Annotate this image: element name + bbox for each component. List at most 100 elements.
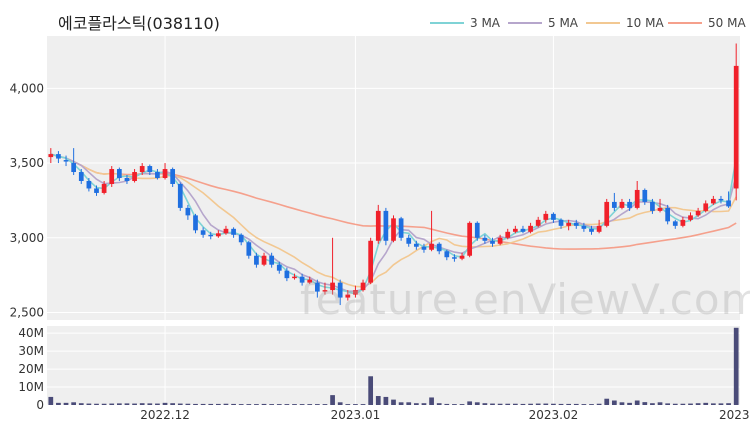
volume-bar — [360, 404, 366, 405]
candle-body — [139, 166, 145, 173]
volume-bar — [337, 402, 343, 405]
volume-bar — [611, 400, 617, 405]
candle-body — [589, 228, 594, 232]
candle-body — [101, 183, 107, 193]
volume-bar — [269, 404, 275, 405]
price-tick-label: 2,500 — [10, 306, 44, 320]
price-tick-label: 4,000 — [10, 81, 44, 95]
volume-bar — [261, 403, 267, 405]
candle-body — [535, 219, 541, 226]
candle-body — [124, 178, 130, 181]
volume-bar — [421, 403, 427, 405]
candle-body — [276, 264, 282, 271]
volume-bar — [383, 396, 389, 405]
volume-bar — [322, 404, 328, 405]
volume-bar — [573, 403, 579, 405]
volume-tick-label: 30M — [18, 344, 44, 358]
candle-body — [238, 234, 244, 243]
legend-item: 3 MA — [430, 16, 500, 30]
candle-body — [581, 225, 587, 229]
volume-bar — [474, 402, 480, 405]
volume-bar — [551, 403, 556, 405]
candle-body — [512, 228, 518, 232]
candle-body — [147, 166, 153, 173]
candle-body — [551, 213, 556, 220]
candle-body — [429, 243, 434, 250]
volume-bar — [589, 404, 594, 405]
legend-label: 3 MA — [470, 16, 501, 30]
candle-body — [604, 201, 610, 226]
volume-bar — [581, 404, 587, 405]
volume-bar — [124, 403, 130, 405]
volume-bar — [231, 403, 236, 405]
volume-bar — [665, 403, 671, 405]
volume-bar — [604, 398, 610, 405]
volume-bar — [238, 404, 244, 405]
legend-item: 10 MA — [586, 16, 664, 30]
volume-bar — [292, 404, 297, 405]
candle-body — [132, 172, 137, 181]
candle-body — [353, 290, 358, 295]
candle-body — [703, 203, 709, 211]
candle-body — [71, 163, 77, 173]
candle-body — [459, 255, 465, 259]
volume-bar — [650, 403, 655, 405]
candle-body — [368, 240, 374, 283]
candle-body — [360, 282, 366, 291]
volume-bar — [215, 403, 221, 405]
candle-body — [596, 225, 602, 232]
candle-body — [193, 215, 198, 231]
watermark: feature.enViewV.com — [300, 275, 750, 324]
candle-body — [314, 282, 320, 292]
price-panel — [47, 36, 740, 320]
candle-body — [505, 231, 511, 238]
candle-body — [421, 246, 427, 250]
legend-swatch — [508, 22, 542, 24]
candle-body — [695, 210, 701, 216]
volume-bar — [710, 403, 716, 405]
candle-body — [254, 255, 259, 265]
volume-panel — [47, 326, 740, 405]
volume-bar — [642, 402, 648, 405]
candle-body — [215, 233, 221, 237]
volume-bar — [680, 403, 686, 405]
volume-bar — [132, 403, 137, 405]
candle-body — [94, 188, 99, 193]
volume-bar — [254, 404, 259, 405]
volume-bar — [543, 403, 549, 405]
candle-body — [718, 198, 724, 201]
volume-bar — [520, 403, 526, 405]
candle-body — [208, 234, 214, 237]
volume-bar — [406, 402, 412, 405]
volume-bar — [528, 403, 533, 405]
candle-body — [162, 169, 168, 178]
volume-bar — [726, 403, 731, 405]
volume-bar — [299, 404, 305, 405]
candle-body — [619, 201, 625, 208]
candle-body — [680, 219, 686, 226]
candle-body — [383, 210, 389, 241]
candle-body — [520, 228, 526, 232]
x-tick-label: 2023.02 — [529, 408, 579, 422]
candle-body — [733, 65, 739, 189]
candle-body — [672, 221, 678, 226]
candle-body — [246, 242, 252, 256]
chart-title: 에코플라스틱(038110) — [58, 14, 220, 33]
candle-body — [398, 218, 404, 238]
volume-bar — [413, 403, 419, 405]
volume-bar — [566, 403, 572, 405]
volume-bar — [276, 404, 282, 405]
volume-bar — [162, 402, 168, 405]
volume-bar — [307, 404, 313, 405]
candle-body — [63, 160, 69, 162]
volume-bar — [459, 404, 465, 405]
candle-body — [573, 222, 579, 226]
volume-bar — [703, 402, 709, 405]
volume-bar — [78, 403, 84, 405]
candle-body — [86, 180, 92, 189]
candle-body — [78, 172, 84, 181]
candle-body — [558, 219, 564, 226]
volume-bar — [170, 403, 176, 405]
candle-body — [48, 154, 54, 158]
